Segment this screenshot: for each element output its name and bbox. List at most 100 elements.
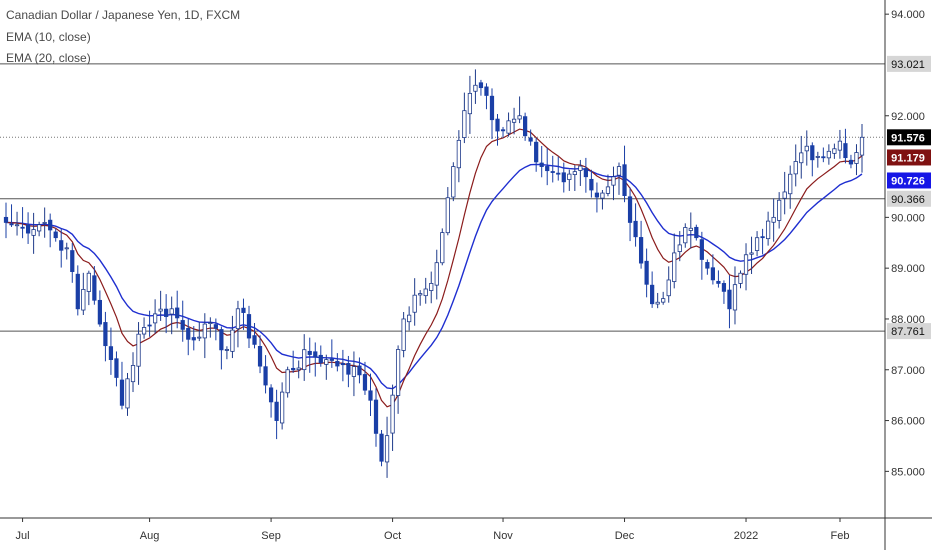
- candle: [743, 243, 749, 291]
- candle: [197, 321, 202, 342]
- candle: [86, 270, 91, 306]
- candle: [130, 352, 136, 393]
- candle: [815, 151, 820, 168]
- candle-body: [357, 365, 362, 376]
- candle-body: [793, 161, 798, 175]
- candle-body: [478, 82, 484, 89]
- candle-body: [589, 178, 594, 191]
- candle-body: [48, 219, 53, 231]
- time-tick-label: Sep: [261, 530, 281, 542]
- candle: [500, 126, 506, 138]
- candle-body: [832, 148, 837, 154]
- candle-body: [848, 159, 854, 165]
- level-label-bg: [887, 323, 931, 340]
- candle-body: [611, 176, 616, 186]
- candle-body: [854, 152, 859, 164]
- ema20-legend: EMA (20, close): [6, 51, 91, 65]
- candle-body: [771, 216, 776, 223]
- candle-body: [191, 337, 196, 341]
- candle-body: [401, 318, 406, 351]
- candle-body: [616, 166, 622, 176]
- candle-body: [445, 197, 450, 234]
- candle-body: [136, 333, 141, 367]
- candle: [37, 221, 42, 237]
- candle: [202, 313, 207, 359]
- candle: [191, 326, 196, 351]
- candle: [152, 299, 158, 334]
- candle-body: [511, 118, 517, 123]
- candle-body: [528, 137, 533, 142]
- candle: [20, 207, 25, 239]
- candle-body: [412, 294, 417, 313]
- candle: [506, 112, 511, 137]
- candle: [407, 306, 412, 331]
- candle: [528, 129, 533, 146]
- candle: [141, 317, 147, 339]
- candle: [48, 213, 53, 248]
- candle: [14, 211, 20, 236]
- candle: [329, 339, 334, 368]
- candle: [241, 298, 246, 330]
- candle: [440, 228, 445, 266]
- candle: [418, 290, 423, 306]
- candle-body: [843, 143, 848, 159]
- candle-body: [75, 273, 80, 310]
- candle-body: [456, 139, 461, 169]
- candle-body: [545, 166, 550, 172]
- candle-body: [59, 240, 64, 251]
- candle-body: [362, 374, 368, 391]
- candle: [136, 322, 141, 385]
- candle-body: [390, 394, 395, 434]
- price-tick-label: 92.000: [891, 111, 925, 123]
- candle: [777, 192, 782, 229]
- candle-body: [467, 92, 473, 115]
- candle: [473, 69, 478, 104]
- horizontal-levels: [0, 63, 885, 332]
- candle: [661, 291, 666, 305]
- candle: [600, 190, 605, 210]
- candle-body: [186, 328, 191, 340]
- candle-body: [473, 84, 478, 92]
- candle: [721, 280, 727, 304]
- candle-body: [732, 284, 738, 311]
- candle-body: [550, 171, 555, 173]
- candle-body: [20, 226, 25, 229]
- candle-body: [351, 366, 357, 377]
- candle-body: [495, 118, 500, 132]
- candle: [523, 112, 528, 141]
- candle: [638, 220, 644, 269]
- candle-body: [539, 162, 544, 167]
- candle: [716, 270, 721, 288]
- candle-body: [230, 329, 235, 352]
- candle-body: [721, 283, 727, 292]
- candle: [42, 207, 47, 238]
- candle: [810, 142, 815, 177]
- candle-body: [760, 236, 765, 239]
- candle: [296, 360, 301, 379]
- candle-body: [175, 307, 180, 319]
- candle-body: [622, 164, 627, 196]
- ema10-line: [5, 128, 863, 408]
- candle: [75, 265, 80, 316]
- candle: [517, 96, 522, 124]
- candle: [467, 75, 473, 134]
- candle-body: [31, 229, 36, 236]
- level-label: 90.366: [887, 190, 931, 207]
- candle: [257, 335, 263, 374]
- candle-body: [788, 173, 793, 195]
- candle-body: [202, 323, 207, 339]
- candle-body: [666, 279, 671, 297]
- candle: [699, 231, 704, 280]
- candle-body: [42, 222, 47, 224]
- candle-body: [429, 282, 434, 291]
- candle: [677, 231, 682, 262]
- candle-body: [804, 145, 809, 152]
- candle: [285, 366, 290, 398]
- candle: [224, 346, 230, 360]
- candle: [489, 88, 495, 140]
- candle-body: [152, 313, 158, 324]
- candle-body: [677, 244, 682, 252]
- candle-body: [799, 152, 804, 164]
- candle-body: [219, 329, 224, 351]
